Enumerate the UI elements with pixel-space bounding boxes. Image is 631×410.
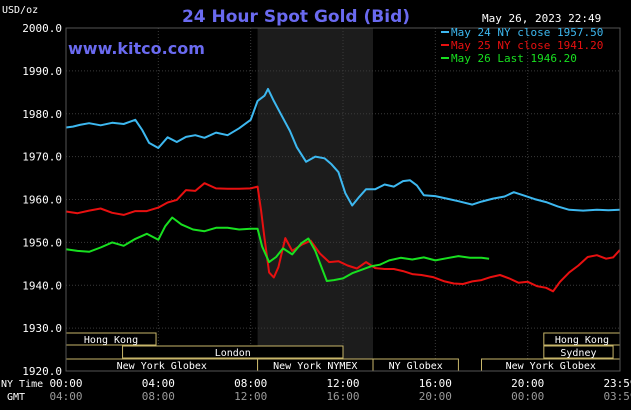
x-tick-label-gmt: 03:59 xyxy=(603,390,631,403)
session-label: New York Globex xyxy=(117,361,207,372)
y-tick-label: 2000.0 xyxy=(22,22,62,35)
session-label: Hong Kong xyxy=(555,335,609,346)
x-tick-label-gmt: 08:00 xyxy=(142,390,175,403)
y-tick-label: 1990.0 xyxy=(22,65,62,78)
session-label: New York Globex xyxy=(506,361,596,372)
watermark: www.kitco.com xyxy=(68,39,205,58)
series-line xyxy=(65,87,620,212)
legend-entry: May 25 NY close 1941.20 xyxy=(451,39,603,52)
y-tick-label: 1940.0 xyxy=(22,279,62,292)
y-tick-label: 1920.0 xyxy=(22,365,62,378)
x-tick-label-ny: 08:00 xyxy=(234,377,267,390)
y-tick-label: 1930.0 xyxy=(22,322,62,335)
plot-frame xyxy=(65,27,621,372)
session-label: New York NYMEX xyxy=(273,361,357,372)
gmt-label: GMT xyxy=(7,392,25,403)
legend-entry: May 24 NY close 1957.50 xyxy=(451,26,603,39)
session-label: Sydney xyxy=(560,348,596,359)
x-tick-label-ny: 16:00 xyxy=(419,377,452,390)
y-tick-label: 1960.0 xyxy=(22,194,62,207)
x-tick-label-ny: 00:00 xyxy=(49,377,82,390)
y-tick-label: 1980.0 xyxy=(22,108,62,121)
x-tick-label-ny: 23:59 xyxy=(603,377,631,390)
series-line xyxy=(65,216,490,282)
series-line xyxy=(65,182,621,293)
x-tick-label-ny: 12:00 xyxy=(326,377,359,390)
x-tick-label-gmt: 20:00 xyxy=(419,390,452,403)
x-tick-label-gmt: 12:00 xyxy=(234,390,267,403)
session-label: Hong Kong xyxy=(84,335,138,346)
ny-time-label: NY Time xyxy=(1,379,43,390)
x-tick-label-gmt: 16:00 xyxy=(326,390,359,403)
unit-label: USD/oz xyxy=(2,5,38,16)
session-label: NY Globex xyxy=(389,361,443,372)
session-bar xyxy=(543,345,614,359)
x-tick-label-gmt: 04:00 xyxy=(49,390,82,403)
session-bar xyxy=(122,345,344,359)
timestamp: May 26, 2023 22:49 xyxy=(482,12,601,25)
x-tick-label-ny: 20:00 xyxy=(511,377,544,390)
y-tick-label: 1970.0 xyxy=(22,151,62,164)
legend-entry: May 26 Last 1946.20 xyxy=(451,52,577,65)
y-tick-label: 1950.0 xyxy=(22,236,62,249)
session-label: London xyxy=(215,348,251,359)
x-tick-label-ny: 04:00 xyxy=(142,377,175,390)
chart-title: 24 Hour Spot Gold (Bid) xyxy=(182,7,410,27)
x-tick-label-gmt: 00:00 xyxy=(511,390,544,403)
